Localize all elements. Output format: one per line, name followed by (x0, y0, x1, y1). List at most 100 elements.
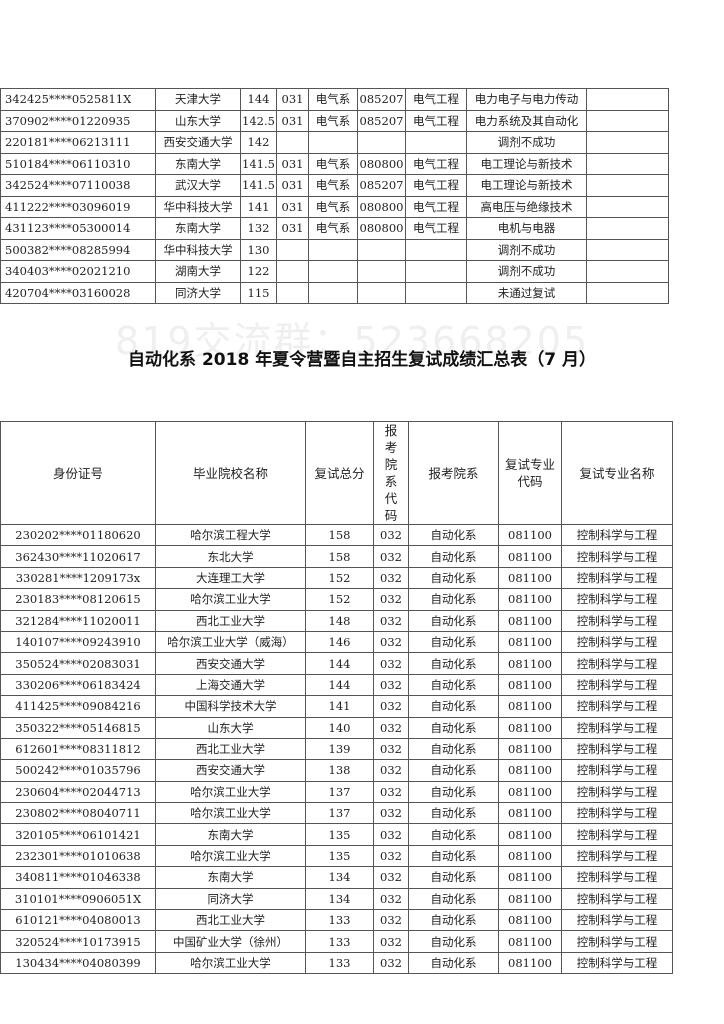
automation-results-table: 身份证号 毕业院校名称 复试总分 报考院系代码 报考院系 复试专业代码 复试专业名称 230… (0, 421, 673, 975)
table-cell: 081100 (498, 695, 562, 718)
table-row: 350322****05146815 山东大学 140 032 自动化系 081100 控制… (0, 716, 673, 739)
table-cell: 081100 (498, 823, 562, 846)
table-cell: 420704****03160028 (0, 281, 156, 304)
table-cell: 自动化系 (408, 887, 499, 911)
table-row: 610121****04080013 西北工业大学 133 032 自动化系 081100… (0, 909, 673, 932)
table-row: 230183****08120615 哈尔滨工业大学 152 032 自动化系 08110… (0, 588, 673, 611)
table-cell: 电工理论与新技术 (466, 174, 587, 197)
table-cell: 152 (305, 566, 374, 590)
table-cell (586, 131, 669, 154)
table-cell: 自动化系 (408, 930, 499, 953)
table-cell: 158 (305, 523, 374, 547)
table-cell: 081100 (498, 588, 562, 611)
table-cell: 控制科学与工程 (561, 887, 673, 911)
table-cell (405, 260, 467, 283)
column-header: 毕业院校名称 (155, 421, 306, 525)
table-cell: 电气工程 (405, 152, 467, 175)
table-row: 330281****1209173x 大连理工大学 152 032 自动化系 081100… (0, 566, 673, 590)
table-cell: 电气系 (308, 152, 358, 175)
table-cell: 133 (305, 951, 374, 975)
table-cell: 西安交通大学 (155, 131, 241, 154)
table-cell: 山东大学 (155, 716, 306, 739)
table-row: 411425****09084216 中国科学技术大学 141 032 自动化系 0811… (0, 695, 673, 718)
table-cell: 230202****01180620 (0, 523, 156, 547)
table-cell (586, 152, 669, 175)
table-row: 340403****02021210 湖南大学 122 调剂不成功 (0, 260, 669, 283)
table-cell: 140 (305, 716, 374, 739)
table-cell: 411425****09084216 (0, 695, 156, 718)
table-cell: 139 (305, 737, 374, 761)
table-cell: 340403****02021210 (0, 260, 156, 283)
table-cell: 031 (276, 217, 309, 240)
table-row: 500242****01035796 西安交通大学 138 032 自动化系 081100… (0, 759, 673, 782)
table-cell: 152 (305, 588, 374, 611)
table-cell: 控制科学与工程 (561, 823, 673, 846)
column-header: 复试专业代码 (498, 421, 562, 525)
table-cell: 控制科学与工程 (561, 652, 673, 675)
table-cell: 081100 (498, 780, 562, 804)
table-cell: 031 (276, 174, 309, 197)
table-cell (405, 281, 467, 304)
table-cell: 032 (373, 823, 409, 846)
table-cell: 自动化系 (408, 673, 499, 697)
table-cell: 137 (305, 780, 374, 804)
table-cell (586, 238, 669, 261)
table-row: 321284****11020011 西北工业大学 148 032 自动化系 081100… (0, 609, 673, 632)
table-cell: 350322****05146815 (0, 716, 156, 739)
table-cell: 320524****10173915 (0, 930, 156, 953)
table-cell: 032 (373, 652, 409, 675)
table-cell (586, 109, 669, 132)
table-cell: 电气系 (308, 217, 358, 240)
table-cell: 东北大学 (155, 545, 306, 568)
table-cell: 自动化系 (408, 588, 499, 611)
table-row: 350524****02083031 西安交通大学 144 032 自动化系 081100… (0, 652, 673, 675)
table-cell (357, 131, 406, 154)
table-row: 612601****08311812 西北工业大学 139 032 自动化系 081100… (0, 737, 673, 761)
table-cell: 310101****0906051X (0, 887, 156, 911)
table-cell: 081100 (498, 844, 562, 868)
table-cell: 081100 (498, 887, 562, 911)
table-cell: 电气工程 (405, 217, 467, 240)
table-cell: 032 (373, 673, 409, 697)
table-cell: 500382****08285994 (0, 238, 156, 261)
table-cell: 141.5 (240, 174, 277, 197)
table-cell (308, 260, 358, 283)
table-cell: 085207 (357, 88, 406, 111)
table-cell: 081100 (498, 930, 562, 953)
table-cell (586, 281, 669, 304)
table-cell: 081100 (498, 716, 562, 739)
table-cell: 控制科学与工程 (561, 780, 673, 804)
table-cell: 431123****05300014 (0, 217, 156, 240)
table-cell: 调剂不成功 (466, 260, 587, 283)
table-cell: 362430****11020617 (0, 545, 156, 568)
table-cell: 032 (373, 844, 409, 868)
table-cell: 032 (373, 695, 409, 718)
table-cell: 133 (305, 930, 374, 953)
table-cell: 自动化系 (408, 844, 499, 868)
table-cell: 华中科技大学 (155, 238, 241, 261)
table-cell: 321284****11020011 (0, 609, 156, 632)
table-row: 220181****06213111 西安交通大学 142 调剂不成功 (0, 131, 669, 154)
table-cell (276, 281, 309, 304)
table-cell: 032 (373, 716, 409, 739)
table-cell: 081100 (498, 951, 562, 975)
column-header: 复试总分 (305, 421, 374, 525)
table-cell: 032 (373, 780, 409, 804)
table-header-row: 身份证号 毕业院校名称 复试总分 报考院系代码 报考院系 复试专业代码 复试专业名称 (0, 421, 673, 525)
column-header: 报考院系代码 (373, 421, 409, 525)
table-cell: 132 (240, 217, 277, 240)
table-cell: 自动化系 (408, 523, 499, 547)
table-cell: 电机与电器 (466, 217, 587, 240)
table-cell: 342425****0525811X (0, 88, 156, 111)
table-cell: 控制科学与工程 (561, 737, 673, 761)
table-cell: 自动化系 (408, 652, 499, 675)
table-cell: 141 (240, 195, 277, 218)
column-header: 报考院系 (408, 421, 499, 525)
table-cell: 081100 (498, 652, 562, 675)
table-cell: 032 (373, 588, 409, 611)
table-cell: 138 (305, 759, 374, 782)
table-cell: 控制科学与工程 (561, 930, 673, 953)
table-cell: 032 (373, 609, 409, 632)
table-row: 342425****0525811X 天津大学 144 031 电气系 085207 电气工… (0, 88, 669, 111)
